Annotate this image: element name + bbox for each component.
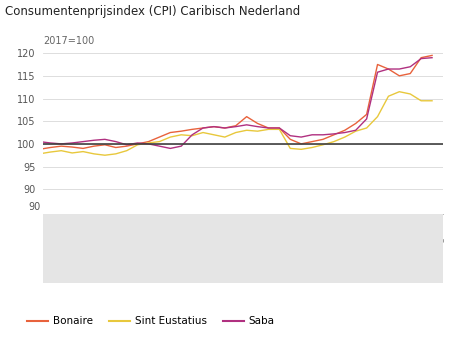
Text: 2017=100: 2017=100 xyxy=(43,36,94,45)
Legend: Bonaire, Sint Eustatius, Saba: Bonaire, Sint Eustatius, Saba xyxy=(23,312,278,331)
Text: 90: 90 xyxy=(28,202,41,212)
Text: Consumentenprijsindex (CPI) Caribisch Nederland: Consumentenprijsindex (CPI) Caribisch Ne… xyxy=(5,5,299,18)
